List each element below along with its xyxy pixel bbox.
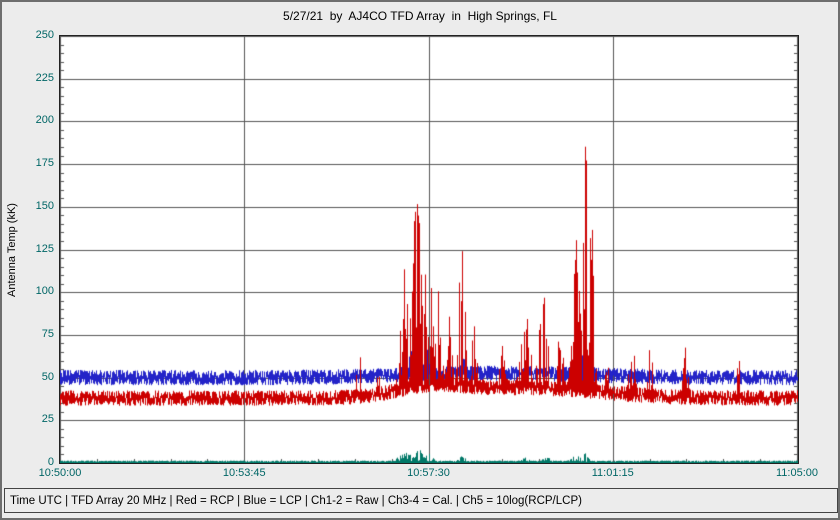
trace-canvas	[60, 36, 798, 463]
y-tick-label: 175	[35, 157, 54, 170]
y-tick-label: 100	[35, 285, 54, 298]
y-tick-label: 225	[35, 71, 54, 84]
chart-title: 5/27/21 by AJ4CO TFD Array in High Sprin…	[283, 9, 557, 23]
x-tick-label: 10:57:30	[407, 467, 450, 479]
status-bar: Time UTC | TFD Array 20 MHz | Red = RCP …	[4, 488, 838, 513]
x-tick-label: 11:05:00	[775, 467, 818, 479]
y-tick-label: 75	[41, 327, 54, 340]
x-tick-label: 10:50:00	[38, 467, 82, 479]
plot-area	[59, 35, 799, 464]
x-tick-label: 11:01:15	[591, 467, 634, 479]
y-tick-label: 0	[47, 456, 54, 468]
y-tick-label: 200	[35, 114, 54, 127]
y-tick-label: 125	[35, 242, 54, 255]
y-tick-label: 150	[35, 199, 54, 212]
y-tick-label: 50	[41, 370, 54, 383]
status-bar-text: Time UTC | TFD Array 20 MHz | Red = RCP …	[10, 494, 582, 507]
x-tick-label: 10:53:45	[222, 467, 266, 479]
y-tick-label: 250	[35, 29, 54, 41]
y-tick-label: 25	[41, 413, 54, 426]
